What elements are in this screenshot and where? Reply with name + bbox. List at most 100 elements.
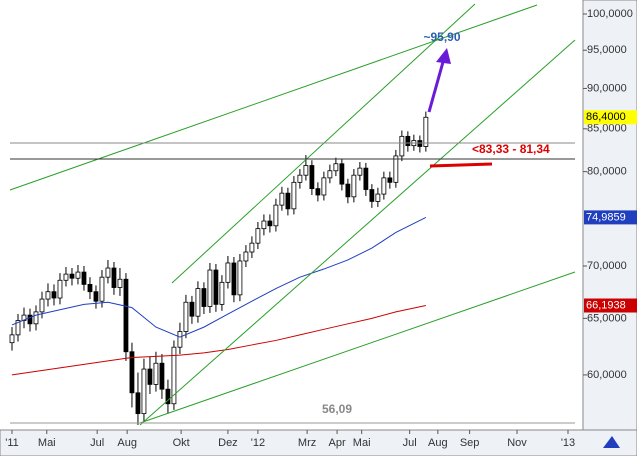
x-tick-label: Jul	[403, 437, 417, 449]
candle-body	[51, 291, 57, 299]
x-tick-label: '12	[251, 437, 265, 449]
y-tick-label: 60,0000	[587, 369, 627, 381]
candle-body	[15, 320, 21, 336]
candle-body	[177, 331, 183, 348]
last-price-badge	[584, 110, 637, 125]
candle-body	[9, 334, 15, 344]
value-badge-label: 74,9859	[586, 211, 626, 223]
candle-body	[405, 135, 411, 147]
candle-body	[249, 242, 255, 253]
y-tick-label: 90,0000	[587, 82, 627, 94]
candle-body	[159, 362, 165, 390]
candle-body	[369, 189, 375, 202]
candle-body	[165, 388, 171, 405]
plot-area	[0, 0, 583, 430]
x-tick-label: '11	[5, 437, 19, 449]
candle-body	[213, 269, 219, 305]
low-label: 56,09	[322, 402, 352, 416]
candle-body	[129, 351, 135, 394]
moving-average	[11, 305, 426, 376]
candle-body	[333, 163, 339, 172]
x-tick-label: Mai	[38, 437, 56, 449]
candle-body	[303, 165, 309, 176]
x-tick-label: Mrz	[298, 437, 316, 449]
candle-body	[183, 301, 189, 332]
candle-body	[75, 271, 81, 279]
candle-body	[225, 262, 231, 283]
support-label: <83,33 - 81,34	[472, 142, 550, 156]
candle-body	[201, 288, 207, 307]
candle-body	[69, 273, 75, 279]
candle-body	[309, 165, 315, 190]
right-axis-panel	[582, 0, 637, 456]
candle-body	[255, 228, 261, 244]
candle-body	[111, 267, 117, 288]
candle-body	[345, 183, 351, 198]
candle-body	[363, 167, 369, 190]
candle-body	[117, 278, 123, 288]
x-tick-label: Jul	[90, 437, 104, 449]
candle-body	[237, 260, 243, 296]
candle-body	[45, 291, 51, 300]
candle-body	[327, 170, 333, 179]
target-arrow	[427, 61, 445, 113]
candle-body	[387, 177, 393, 183]
candle-body	[393, 155, 399, 183]
support-marker	[429, 162, 493, 168]
candle-body	[273, 204, 279, 227]
bottom-axis-panel	[0, 429, 637, 456]
trend-line	[139, 271, 576, 424]
candle-body	[399, 135, 405, 157]
candle-body	[291, 181, 297, 210]
candle-body	[339, 163, 345, 185]
target-label: ~95,90	[423, 30, 460, 44]
x-tick-label: Nov	[507, 437, 527, 449]
candle-body	[381, 177, 387, 195]
candle-body	[261, 220, 267, 230]
trend-line	[139, 39, 576, 426]
candle-body	[105, 267, 111, 278]
moving-average	[11, 216, 427, 338]
value-badge	[584, 298, 637, 313]
candle-body	[423, 116, 429, 147]
value-badge-label: 66,1938	[586, 299, 626, 311]
candle-body	[99, 276, 105, 302]
y-tick-label: 80,0000	[587, 166, 627, 178]
x-tick-label: Mai	[353, 437, 371, 449]
logo-icon[interactable]	[603, 436, 620, 448]
x-tick-label: Apr	[329, 437, 346, 449]
x-tick-label: Sep	[460, 437, 480, 449]
candle-body	[267, 220, 273, 227]
candle-body	[135, 392, 141, 415]
candle-body	[219, 281, 225, 305]
candle-body	[123, 278, 129, 353]
candle-body	[351, 174, 357, 198]
candle-body	[153, 362, 159, 385]
y-tick-label: 85,0000	[587, 123, 627, 135]
candle-body	[297, 174, 303, 183]
candle-body	[375, 193, 381, 202]
x-tick-label: Aug	[428, 437, 448, 449]
candle-body	[189, 301, 195, 317]
candle-body	[27, 314, 33, 325]
candle-body	[417, 140, 423, 147]
candle-body	[93, 291, 99, 302]
candle-body	[39, 298, 45, 313]
candle-body	[207, 269, 213, 307]
candle-body	[63, 273, 69, 281]
x-tick-label: '13	[561, 437, 575, 449]
candle-body	[195, 288, 201, 317]
candle-body	[147, 368, 153, 385]
candle-body	[357, 167, 363, 176]
target-arrowhead	[436, 48, 451, 64]
candle-body	[285, 192, 291, 210]
candle-body	[243, 251, 249, 262]
plot	[9, 111, 429, 425]
candle-body	[315, 188, 321, 196]
y-tick-label: 65,0000	[587, 312, 627, 324]
candle-body	[33, 311, 39, 325]
candle-body	[141, 368, 147, 415]
candle-body	[171, 346, 177, 405]
value-badge	[584, 210, 637, 225]
